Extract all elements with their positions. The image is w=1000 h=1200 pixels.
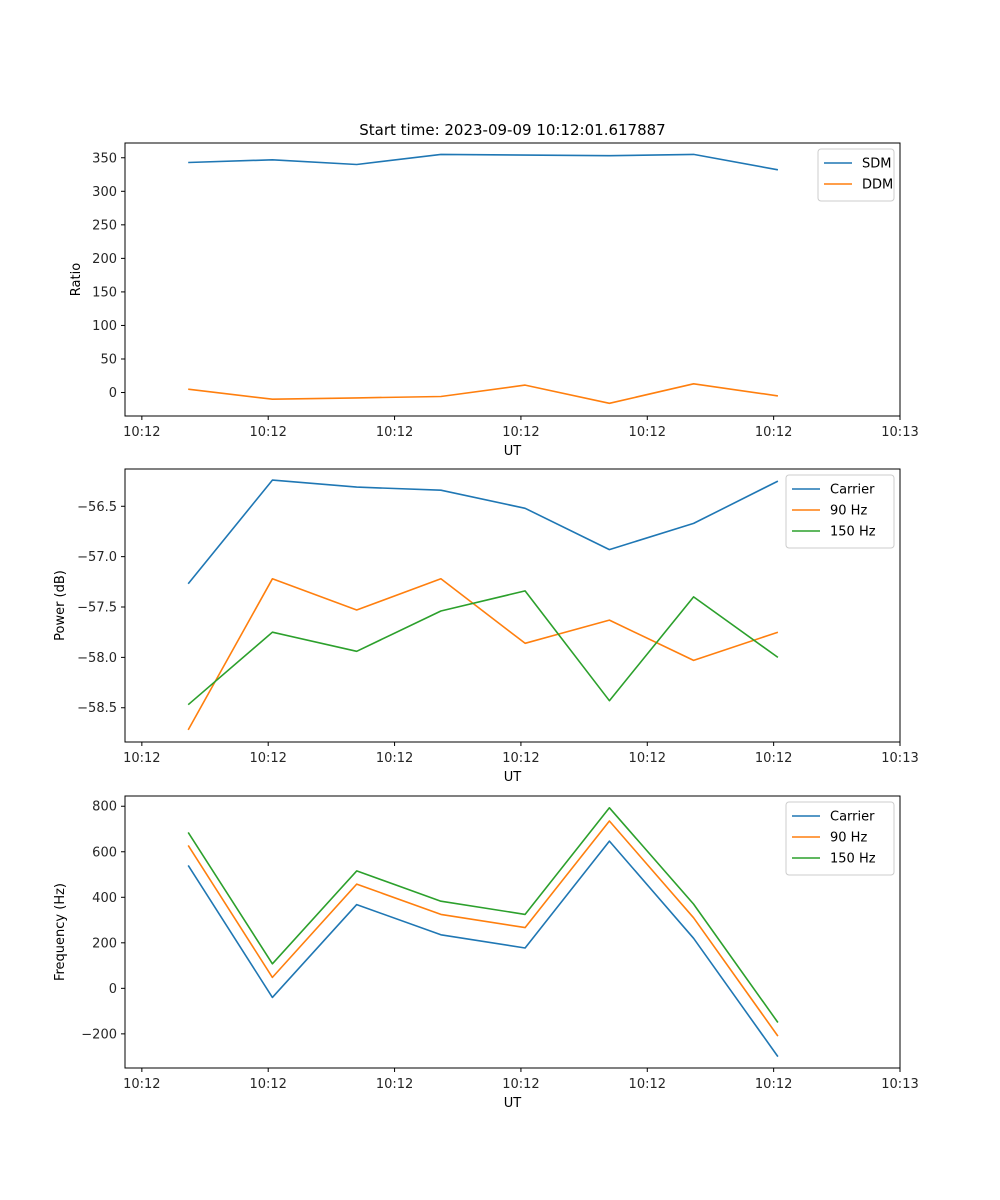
y-tick-label: −57.5 (77, 601, 117, 616)
legend-label: Carrier (830, 810, 875, 825)
y-tick-label: −57.0 (77, 550, 117, 565)
y-tick-label: 800 (92, 800, 117, 815)
y-tick-label: −58.5 (77, 701, 117, 716)
x-tick-label: 10:12 (502, 425, 539, 440)
legend: SDM DDM (817, 148, 895, 202)
legend-label: Carrier (830, 483, 875, 498)
legend-label: 150 Hz (830, 525, 876, 540)
x-tick-label: 10:13 (881, 1077, 918, 1092)
legend-box (817, 148, 895, 202)
y-axis-label: Power (dB) (53, 570, 68, 641)
legend-box (785, 474, 895, 549)
x-axis-label: UT (504, 770, 522, 785)
legend-label: 90 Hz (830, 831, 867, 846)
y-tick-label: 600 (92, 845, 117, 860)
x-axis-label: UT (504, 444, 522, 459)
y-tick-label: 200 (92, 936, 117, 951)
y-tick-label: 100 (92, 319, 117, 334)
chart-panel-power: 10:12 10:12 10:12 10:12 10:12 10:12 10:13 −58.5… (53, 468, 919, 785)
series-line-carrier (187, 479, 779, 585)
y-tick-label: 0 (109, 386, 117, 401)
y-tick-label: 250 (92, 218, 117, 233)
x-tick-label: 10:12 (502, 1077, 539, 1092)
axes-frame (124, 468, 901, 743)
y-tick-label: 400 (92, 891, 117, 906)
y-tick-label: −56.5 (77, 500, 117, 515)
y-tick-label: −200 (81, 1027, 117, 1042)
x-tick-label: 10:12 (755, 1077, 792, 1092)
y-tick-label: 0 (109, 982, 117, 997)
x-tick-label: 10:13 (881, 425, 918, 440)
x-tick-label: 10:12 (376, 1077, 413, 1092)
legend: Carrier 90 Hz 150 Hz (785, 801, 895, 876)
series-line-150-hz (187, 590, 779, 706)
y-tick-label: 200 (92, 252, 117, 267)
y-tick-label: 50 (100, 352, 117, 367)
legend-label: SDM (862, 157, 891, 172)
legend-label: DDM (862, 178, 893, 193)
series-line-90-hz (187, 820, 779, 1037)
x-tick-label: 10:12 (629, 751, 666, 766)
y-tick-label: −58.0 (77, 651, 117, 666)
x-tick-label: 10:12 (629, 1077, 666, 1092)
y-tick-label: 150 (92, 285, 117, 300)
x-tick-label: 10:12 (376, 425, 413, 440)
series-line-90-hz (187, 577, 779, 731)
y-axis-label: Frequency (Hz) (53, 883, 68, 981)
axes-frame (124, 795, 901, 1069)
chart-title: Start time: 2023-09-09 10:12:01.617887 (359, 121, 665, 139)
series-line-sdm (188, 153, 779, 171)
x-tick-label: 10:12 (755, 751, 792, 766)
x-tick-label: 10:12 (629, 425, 666, 440)
x-tick-label: 10:12 (249, 1077, 286, 1092)
x-axis-label: UT (504, 1096, 522, 1111)
x-tick-label: 10:12 (249, 425, 286, 440)
y-axis-label: Ratio (69, 263, 84, 296)
y-tick-label: 300 (92, 185, 117, 200)
x-tick-label: 10:12 (502, 751, 539, 766)
x-tick-label: 10:13 (881, 751, 918, 766)
chart-panel-ratio: 10:12 10:12 10:12 10:12 10:12 10:12 10:13 0 50 10… (69, 121, 919, 459)
legend-box (785, 801, 895, 876)
series-line-150-hz (187, 806, 779, 1023)
legend: Carrier 90 Hz 150 Hz (785, 474, 895, 549)
legend-label: 90 Hz (830, 504, 867, 519)
x-tick-label: 10:12 (376, 751, 413, 766)
series-line-carrier (187, 840, 779, 1058)
x-tick-label: 10:12 (123, 751, 160, 766)
x-tick-label: 10:12 (249, 751, 286, 766)
x-tick-label: 10:12 (123, 425, 160, 440)
x-tick-label: 10:12 (755, 425, 792, 440)
legend-label: 150 Hz (830, 852, 876, 867)
axes-frame (124, 142, 901, 417)
chart-panel-frequency: 10:12 10:12 10:12 10:12 10:12 10:12 10:13 −200 0… (53, 795, 919, 1111)
x-tick-label: 10:12 (123, 1077, 160, 1092)
series-line-ddm (188, 382, 779, 405)
y-tick-label: 350 (92, 151, 117, 166)
